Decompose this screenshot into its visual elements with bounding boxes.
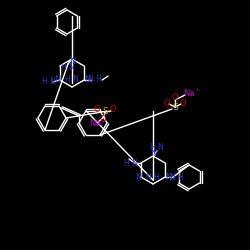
Text: N: N [165, 172, 171, 182]
Text: H N: H N [42, 78, 56, 86]
Text: O: O [164, 98, 170, 108]
Text: H N: H N [124, 158, 138, 168]
Text: N: N [150, 148, 156, 158]
Text: O: O [180, 98, 186, 108]
Text: N: N [84, 76, 90, 84]
Text: H N: H N [150, 144, 164, 152]
Text: N: N [69, 58, 75, 66]
Text: N H: N H [146, 172, 160, 182]
Text: H N: H N [65, 76, 79, 84]
Text: N: N [54, 76, 60, 84]
Text: O: O [94, 106, 100, 114]
Text: ⁺: ⁺ [195, 89, 199, 95]
Text: N H: N H [170, 172, 184, 182]
Text: Na: Na [89, 120, 101, 128]
Text: N H: N H [88, 76, 102, 84]
Text: O: O [110, 106, 116, 114]
Text: O: O [100, 114, 106, 124]
Text: ⁺: ⁺ [100, 121, 104, 127]
Text: O: O [172, 92, 178, 102]
Text: Na: Na [183, 88, 195, 98]
Text: H N: H N [61, 62, 75, 72]
Text: S: S [102, 108, 108, 116]
Text: N: N [135, 172, 141, 182]
Text: S: S [172, 102, 178, 112]
